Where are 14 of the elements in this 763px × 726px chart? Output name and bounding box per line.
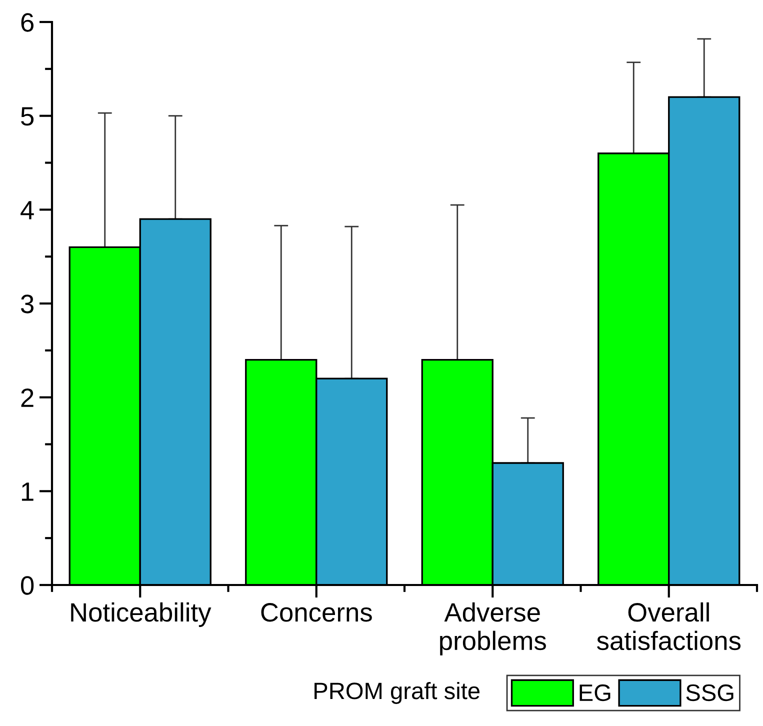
legend-title: PROM graft site [314,682,480,704]
x-tick-label: Overall satisfactions [597,602,741,650]
legend-label: EG [580,684,610,702]
x-tick-label: Adverse problems [440,602,546,656]
y-tick-label: 3 [20,294,34,314]
y-tick-label: 0 [20,576,34,595]
y-tick-label: 6 [21,13,34,32]
y-tick-label: 4 [20,201,34,220]
x-tick-label: Concerns [261,603,372,622]
y-tick-label: 2 [21,388,34,407]
legend-label: SSG [686,684,734,702]
y-tick-label: 1 [22,482,34,501]
y-tick-label: 5 [21,107,34,126]
x-tick-label: Noticeability [71,602,212,627]
